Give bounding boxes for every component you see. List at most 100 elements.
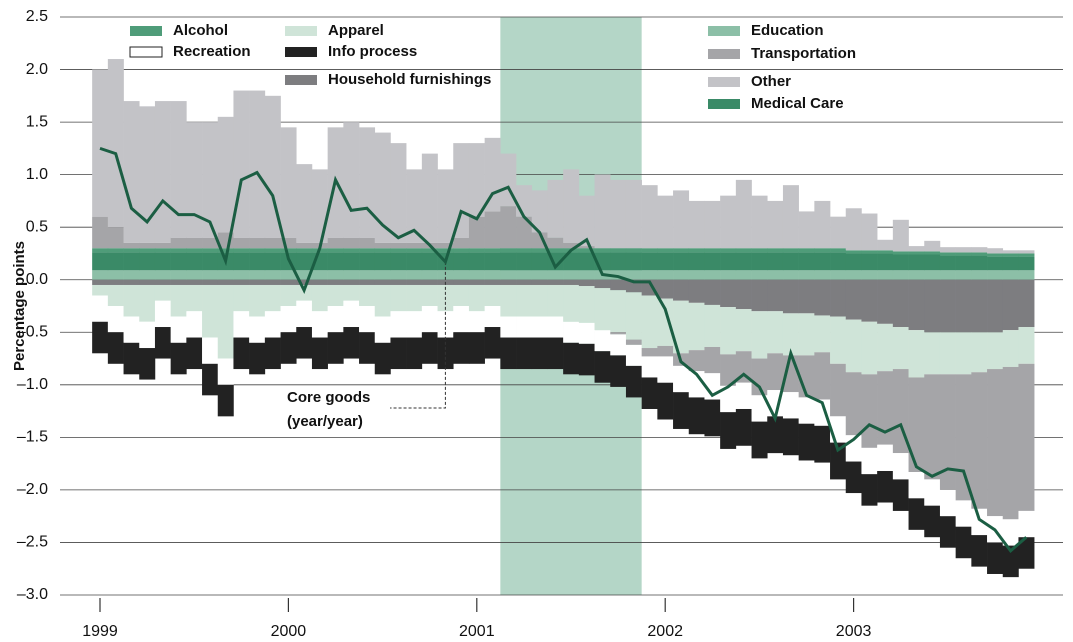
bar-segment [798, 279, 815, 314]
bar-segment [170, 270, 187, 280]
bar-segment [861, 250, 878, 254]
bar-segment [861, 213, 878, 251]
bar-segment [1018, 537, 1035, 569]
bar-segment [939, 247, 956, 253]
bar-segment [735, 279, 752, 310]
bar-segment [578, 279, 595, 287]
bar-segment [908, 498, 925, 530]
bar-segment [359, 252, 376, 271]
bar-segment [296, 279, 313, 285]
bar-segment [249, 90, 266, 238]
bar-segment [924, 240, 941, 252]
bar-segment [767, 279, 784, 312]
bar-segment [877, 270, 894, 280]
bar-segment [374, 284, 391, 317]
bar-segment [468, 252, 485, 271]
bar-segment [343, 252, 360, 271]
bar-segment [296, 248, 313, 253]
bar-segment [751, 279, 768, 312]
bar-segment [641, 348, 658, 357]
bar-segment [987, 279, 1004, 333]
bar-segment [987, 369, 1004, 517]
bar-segment [217, 284, 234, 359]
bar-segment [343, 279, 360, 285]
bar-segment [343, 248, 360, 253]
bar-segment [249, 342, 266, 375]
bar-segment [468, 143, 485, 217]
bar-segment [845, 279, 862, 320]
bar-segment [1018, 327, 1035, 364]
bar-segment [390, 242, 407, 249]
bar-segment [798, 211, 815, 249]
bar-segment [892, 219, 909, 252]
y-tick-label: –1.0 [17, 376, 48, 393]
bar-segment [92, 295, 109, 322]
bar-segment [955, 279, 972, 333]
bar-segment [500, 284, 517, 317]
bar-segment [170, 252, 187, 271]
bar-segment [798, 313, 815, 356]
bar-segment [296, 327, 313, 359]
bar-segment [343, 122, 360, 238]
bar-segment [202, 237, 219, 249]
bar-segment [814, 315, 831, 353]
bar-segment [406, 270, 423, 280]
bar-segment [202, 122, 219, 238]
bar-segment [1002, 270, 1019, 280]
bar-segment [641, 356, 658, 378]
bar-segment [92, 69, 109, 217]
bar-segment [1002, 256, 1019, 271]
bar-segment [657, 195, 674, 249]
bar-segment [704, 200, 721, 249]
bar-segment [359, 270, 376, 280]
bar-segment [720, 354, 737, 386]
bar-segment [939, 516, 956, 548]
bar-segment [500, 337, 517, 370]
bar-segment [641, 377, 658, 409]
bar-segment [657, 252, 674, 271]
bar-segment [657, 270, 674, 280]
bar-segment [861, 474, 878, 506]
bar-segment [154, 101, 171, 243]
bar-segment [202, 279, 219, 285]
bar-segment [657, 356, 674, 383]
bar-segment [453, 332, 470, 364]
bar-segment [563, 279, 580, 285]
bar-segment [390, 279, 407, 285]
bar-segment [610, 279, 627, 291]
bar-segment [861, 374, 878, 448]
bar-segment [688, 252, 705, 271]
bar-segment [704, 279, 721, 305]
bar-segment [437, 270, 454, 280]
bar-segment [92, 284, 109, 296]
bar-segment [406, 242, 423, 249]
bar-segment [987, 248, 1004, 254]
bar-segment [123, 342, 140, 375]
x-tick-label: 2003 [836, 623, 872, 640]
bar-segment [578, 248, 595, 253]
bar-segment [594, 351, 611, 383]
legend-swatch [285, 75, 317, 85]
bar-segment [547, 179, 564, 238]
bar-segment [673, 190, 690, 249]
bar-segment [92, 270, 109, 280]
bar-segment [390, 337, 407, 370]
bar-segment [327, 237, 344, 249]
bar-segment [311, 169, 328, 243]
bar-segment [139, 252, 156, 271]
bar-segment [296, 252, 313, 271]
bar-segment [578, 252, 595, 271]
bar-segment [280, 237, 297, 249]
bar-segment [877, 253, 894, 271]
bar-segment [516, 270, 533, 280]
bar-segment [720, 252, 737, 271]
y-tick-label: 0.5 [26, 218, 48, 235]
bar-segment [139, 270, 156, 280]
bar-segment [798, 248, 815, 253]
y-tick-label: –1.5 [17, 429, 48, 446]
bar-segment [453, 279, 470, 285]
y-tick-label: 1.0 [26, 166, 48, 183]
bar-segment [202, 248, 219, 253]
bar-segment [971, 372, 988, 509]
bar-segment [782, 185, 799, 249]
